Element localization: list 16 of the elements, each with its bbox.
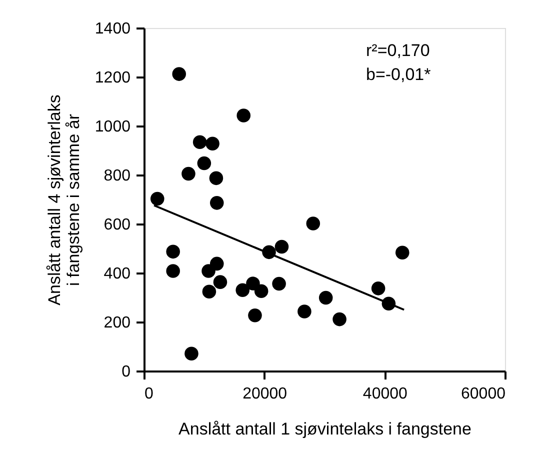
y-tick-label: 600 [104,216,131,234]
x-tick-label: 40000 [362,386,408,402]
x-tick-label: 0 [144,386,154,402]
x-tick-label: 20000 [242,386,288,402]
annotation: r²=0,170 [366,41,430,60]
x-tick-label: 60000 [461,386,506,402]
y-tick-label: 1000 [94,118,131,136]
y-tick-label: 1400 [94,20,131,38]
annotation: b=-0,01* [366,65,432,84]
x-axis-title: Anslått antall 1 sjøvintelaks i fangstene [178,420,472,438]
y-tick-label: 400 [104,266,131,282]
y-tick-label: 800 [104,168,131,184]
y-tick-label: 200 [104,314,131,332]
y-tick-label: 0 [122,364,131,380]
y-tick-label: 1200 [94,70,131,86]
y-axis-title: Anslått antall 4 sjøvinterlaks i fangstene i samme år [44,94,83,306]
